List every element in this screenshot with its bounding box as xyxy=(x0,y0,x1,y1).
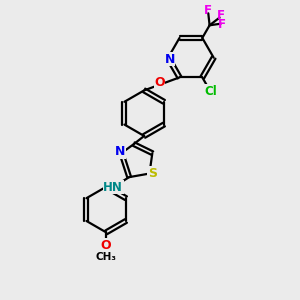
Text: O: O xyxy=(154,76,165,89)
Text: CH₃: CH₃ xyxy=(96,252,117,262)
Text: HN: HN xyxy=(103,181,123,194)
Text: Cl: Cl xyxy=(204,85,217,98)
Text: F: F xyxy=(218,18,226,31)
Text: N: N xyxy=(115,145,125,158)
Text: F: F xyxy=(217,9,225,22)
Text: F: F xyxy=(203,4,211,17)
Text: O: O xyxy=(101,239,112,252)
Text: S: S xyxy=(148,167,157,180)
Text: N: N xyxy=(164,52,175,66)
